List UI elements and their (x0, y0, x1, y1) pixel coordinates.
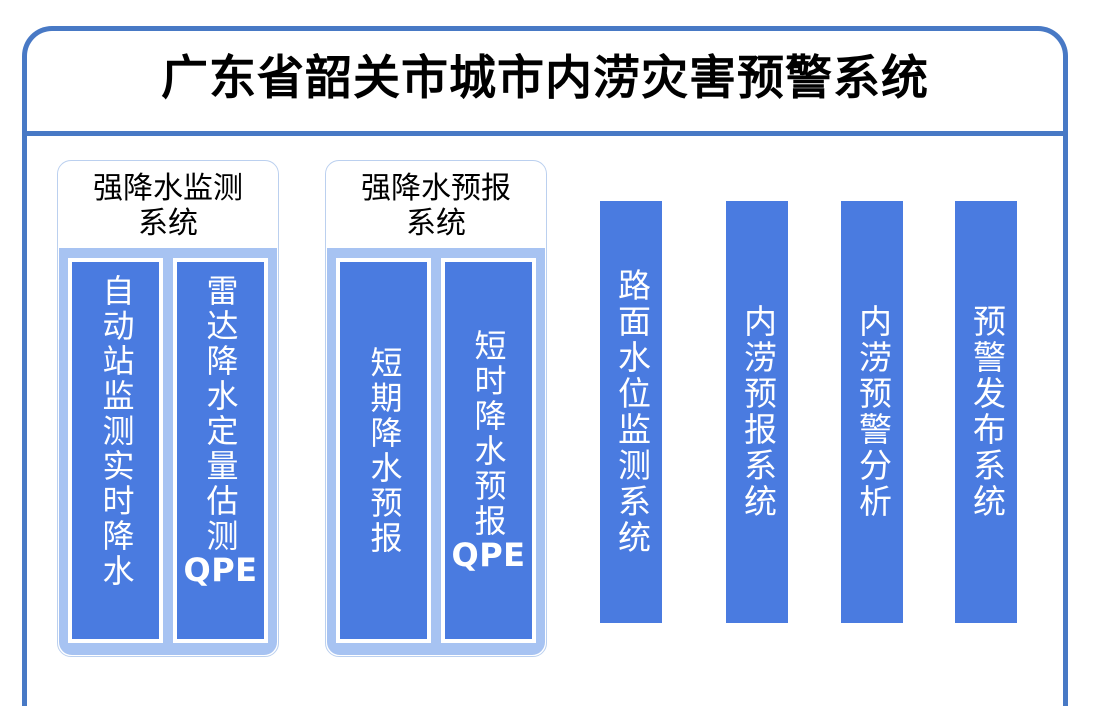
title-bar: 广东省韶关市城市内涝灾害预警系统 (27, 26, 1063, 130)
module-label-radar-qpe: 雷达降水定量估测QPE (183, 262, 257, 588)
module-column-warning-release[interactable]: 预警发布系统 (955, 201, 1017, 623)
group-body-precipitation-forecast: 短期降水预报 短时降水预报QPE (327, 248, 545, 655)
module-box-radar-qpe[interactable]: 雷达降水定量估测QPE (173, 258, 268, 643)
group-body-precipitation-monitoring: 自动站监测实时降水 雷达降水定量估测QPE (59, 248, 277, 655)
module-label-cjk: 短时降水预报 (469, 328, 508, 539)
group-panel-precipitation-forecast[interactable]: 强降水预报 系统 短期降水预报 短时降水预报QPE (325, 160, 547, 657)
module-label-short-term-forecast: 短期降水预报 (365, 345, 404, 556)
module-label-cjk: 内涝预警分析 (853, 304, 893, 520)
module-label-cjk: 预警发布系统 (967, 304, 1007, 520)
module-label-waterlog-forecast: 内涝预报系统 (738, 304, 778, 520)
module-label-road-water-level: 路面水位监测系统 (612, 268, 652, 556)
module-label-latin: QPE (451, 535, 526, 574)
module-label-cjk: 路面水位监测系统 (612, 268, 652, 556)
module-label-cjk: 自动站监测实时降水 (97, 274, 136, 589)
group-header-line-1: 强降水预报 (361, 170, 511, 206)
module-label-nowcast-qpe: 短时降水预报QPE (451, 329, 525, 573)
module-label-cjk: 雷达降水定量估测 (201, 274, 240, 554)
page-title: 广东省韶关市城市内涝灾害预警系统 (161, 50, 929, 106)
group-panel-precipitation-monitoring[interactable]: 强降水监测 系统 自动站监测实时降水 雷达降水定量估测QPE (57, 160, 279, 657)
group-header-line-1: 强降水监测 (93, 170, 243, 206)
module-label-cjk: 短期降水预报 (365, 345, 404, 556)
module-box-nowcast-qpe[interactable]: 短时降水预报QPE (441, 258, 536, 643)
module-label-latin: QPE (183, 551, 258, 589)
module-column-road-water-level[interactable]: 路面水位监测系统 (600, 201, 662, 623)
module-label-warning-release: 预警发布系统 (967, 304, 1007, 520)
module-label-auto-station: 自动站监测实时降水 (97, 262, 136, 589)
group-header-precipitation-monitoring: 强降水监测 系统 (58, 161, 278, 247)
module-box-auto-station[interactable]: 自动站监测实时降水 (68, 258, 163, 643)
title-divider (27, 131, 1063, 136)
module-column-waterlog-forecast[interactable]: 内涝预报系统 (726, 201, 788, 623)
module-column-waterlog-warning-analysis[interactable]: 内涝预警分析 (841, 201, 903, 623)
group-header-line-2: 系统 (138, 206, 198, 241)
group-header-line-2: 系统 (406, 206, 466, 241)
module-label-waterlog-warning-analysis: 内涝预警分析 (853, 304, 893, 520)
module-box-short-term-forecast[interactable]: 短期降水预报 (336, 258, 431, 643)
module-label-cjk: 内涝预报系统 (738, 304, 778, 520)
group-header-precipitation-forecast: 强降水预报 系统 (326, 161, 546, 247)
